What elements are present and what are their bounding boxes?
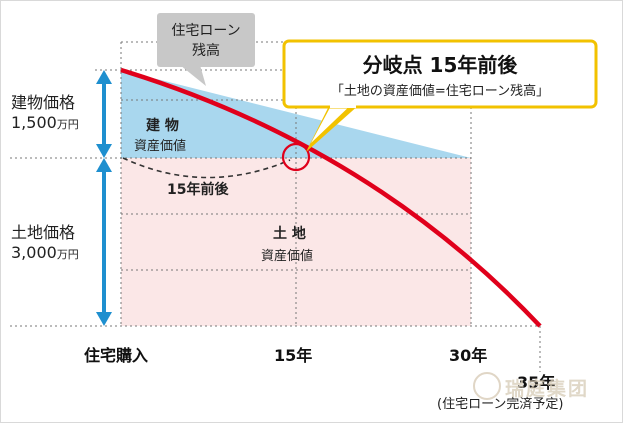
building-value-label-1: 建 物 — [146, 118, 179, 134]
building-price-title: 建物価格 — [11, 93, 76, 112]
land-value-label-2: 資産価値 — [261, 249, 314, 264]
x-label-35: 35年 — [517, 373, 556, 392]
branch-point-circle — [281, 142, 311, 172]
loan-tag-line-2: 残高 — [192, 43, 220, 59]
land-value-label-1: 土 地 — [273, 226, 306, 242]
arrow-head — [96, 158, 112, 172]
callout-subtitle: 「土地の資産価値=住宅ローン残高」 — [330, 84, 550, 99]
land-price-title: 土地価格 — [11, 223, 76, 242]
building-value-label-2: 資産価値 — [134, 139, 187, 154]
curve-label: 15年前後 — [167, 182, 229, 198]
callout-title: 分岐点 15年前後 — [362, 53, 518, 77]
dimension-arrows — [96, 70, 112, 326]
callout-pointer-inner — [311, 102, 354, 143]
callout-pointer — [306, 104, 360, 152]
loan-tag-box — [157, 13, 255, 67]
dashed-curve — [122, 157, 291, 179]
arrow-head — [96, 70, 112, 84]
watermark-emblem — [473, 372, 501, 400]
x-label-30: 30年 — [449, 346, 488, 365]
building-price-unit: 万円 — [56, 118, 79, 131]
loan-balance-curve — [120, 67, 542, 328]
x-label-purchase: 住宅購入 — [84, 346, 149, 365]
arrow-head — [96, 312, 112, 326]
callout-join — [330, 104, 356, 108]
x-label-35-note: (住宅ローン完済予定) — [437, 397, 564, 412]
loan-tag-line-1: 住宅ローン — [171, 23, 241, 39]
arrow-head — [96, 144, 112, 158]
land-price-amount: 3,000万円 — [11, 243, 79, 262]
loan-tag-pointer — [180, 65, 206, 86]
x-label-15: 15年 — [274, 346, 313, 365]
land-price-unit: 万円 — [56, 248, 79, 261]
building-price-value: 1,500 — [11, 113, 57, 132]
building-price-amount: 1,500万円 — [11, 113, 79, 132]
watermark: 瑞庭集团 — [505, 378, 590, 400]
callout-box — [282, 39, 598, 109]
land-price-value: 3,000 — [11, 243, 57, 262]
